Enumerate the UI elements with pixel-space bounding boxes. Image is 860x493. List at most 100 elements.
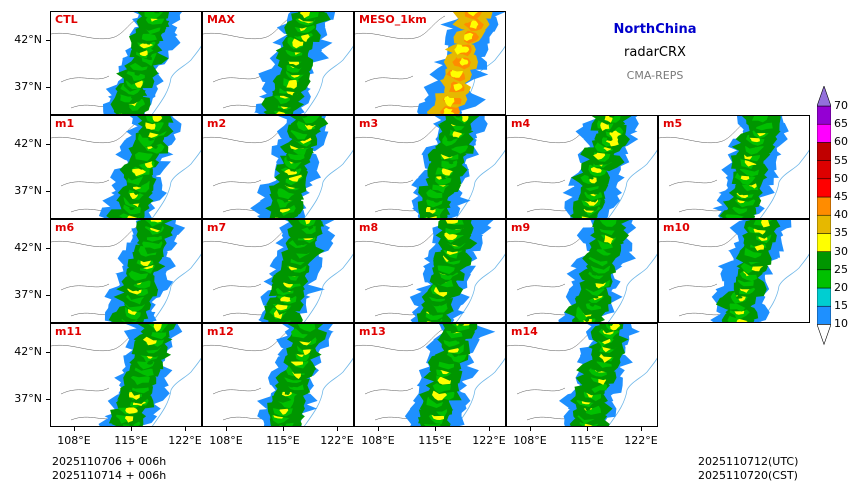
colorbar-segment xyxy=(817,142,831,161)
echo-cell xyxy=(300,12,310,19)
echo-cell xyxy=(736,294,743,299)
reflectivity-map xyxy=(51,12,201,114)
longitude-tick xyxy=(226,427,227,431)
coastline xyxy=(759,149,809,218)
echo-cell xyxy=(445,220,459,224)
longitude-label: 122°E xyxy=(320,434,354,447)
colorbar-segment xyxy=(817,214,831,234)
reflectivity-map xyxy=(507,116,657,218)
colorbar-extend-low xyxy=(817,324,831,346)
echo-cell xyxy=(151,145,158,149)
echo-cell xyxy=(301,116,308,118)
latitude-tick xyxy=(46,352,50,353)
longitude-label: 115°E xyxy=(266,434,300,447)
longitude-tick xyxy=(641,427,642,431)
longitude-tick xyxy=(185,427,186,431)
latitude-label: 37°N xyxy=(14,392,42,405)
echo-cell xyxy=(284,391,291,396)
longitude-label: 108°E xyxy=(209,434,243,447)
echo-cell xyxy=(280,296,291,302)
colorbar-segment xyxy=(817,178,831,198)
panel-label: m11 xyxy=(55,325,82,338)
echo-cell xyxy=(286,77,297,89)
panel-label: m5 xyxy=(663,117,683,130)
colorbar-segment xyxy=(817,305,831,325)
panel-label: MAX xyxy=(207,13,235,26)
region-title: NorthChina xyxy=(613,22,697,37)
panel-m14: m14 xyxy=(506,323,658,427)
echo-cell xyxy=(301,116,320,124)
panel-m5: m5 xyxy=(658,115,810,219)
panel-label: m8 xyxy=(359,221,379,234)
longitude-label: 122°E xyxy=(624,434,658,447)
longitude-label: 108°E xyxy=(361,434,395,447)
reflectivity-map xyxy=(355,116,505,218)
system-title: CMA-REPS xyxy=(626,69,684,82)
reflectivity-map xyxy=(51,324,201,426)
reflectivity-map xyxy=(51,220,201,322)
latitude-tick xyxy=(46,248,50,249)
coastline xyxy=(151,149,201,218)
reflectivity-map xyxy=(51,116,201,218)
coastline xyxy=(759,253,809,322)
panel-label: m4 xyxy=(511,117,531,130)
panel-m11: m11 xyxy=(50,323,202,427)
echo-cell xyxy=(450,70,459,78)
panel-m1: m1 xyxy=(50,115,202,219)
echo-cell xyxy=(125,407,138,414)
panel-m3: m3 xyxy=(354,115,506,219)
reflectivity-map xyxy=(203,12,353,114)
panel-m2: m2 xyxy=(202,115,354,219)
coastline xyxy=(455,357,505,426)
echo-cell xyxy=(455,116,461,118)
colorbar-level-label: 70 xyxy=(834,99,848,112)
reflectivity-map xyxy=(203,116,353,218)
longitude-tick xyxy=(435,427,436,431)
echo-cell xyxy=(599,220,617,227)
latitude-label: 37°N xyxy=(14,184,42,197)
longitude-label: 122°E xyxy=(168,434,202,447)
longitude-tick xyxy=(283,427,284,431)
coastline xyxy=(607,253,657,322)
echo-cell xyxy=(451,324,470,332)
echo-cell xyxy=(152,116,163,122)
echo-cell xyxy=(443,107,453,114)
reflectivity-map xyxy=(355,220,505,322)
echo-cell xyxy=(752,116,768,123)
colorbar-level-label: 55 xyxy=(834,153,848,167)
reflectivity-map xyxy=(203,220,353,322)
init-time-utc: 2025110706 + 006h xyxy=(52,455,167,468)
longitude-tick xyxy=(74,427,75,431)
echo-cell xyxy=(464,32,474,42)
latitude-tick xyxy=(46,40,50,41)
latitude-tick xyxy=(46,144,50,145)
reflectivity-map xyxy=(659,220,809,322)
echo-cell xyxy=(304,220,311,225)
reflectivity-map xyxy=(203,324,353,426)
longitude-tick xyxy=(489,427,490,431)
colorbar xyxy=(817,86,831,346)
colorbar-level-label: 50 xyxy=(834,171,848,185)
longitude-label: 108°E xyxy=(513,434,547,447)
colorbar-level-label: 35 xyxy=(834,226,848,240)
coastline xyxy=(303,253,353,322)
longitude-label: 115°E xyxy=(418,434,452,447)
panel-label: m12 xyxy=(207,325,234,338)
panel-m6: m6 xyxy=(50,219,202,323)
coastline xyxy=(455,253,505,322)
panel-m12: m12 xyxy=(202,323,354,427)
longitude-tick xyxy=(337,427,338,431)
latitude-label: 42°N xyxy=(14,137,42,150)
colorbar-level-label: 65 xyxy=(834,117,848,131)
latitude-label: 37°N xyxy=(14,288,42,301)
coastline xyxy=(303,149,353,218)
echo-cell xyxy=(134,147,153,162)
reflectivity-map xyxy=(355,324,505,426)
echo-cell xyxy=(607,324,613,326)
panel-label: CTL xyxy=(55,13,78,26)
coastline xyxy=(607,357,657,426)
echo-cell xyxy=(610,324,621,331)
colorbar-segment xyxy=(817,123,831,143)
panel-m4: m4 xyxy=(506,115,658,219)
panel-label: m3 xyxy=(359,117,379,130)
